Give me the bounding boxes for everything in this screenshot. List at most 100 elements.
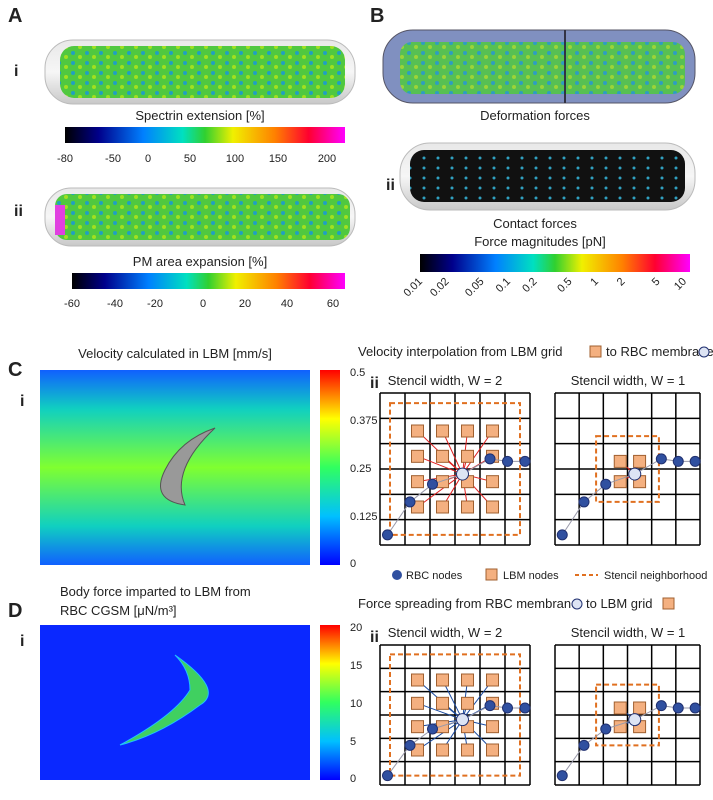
- link: [417, 455, 463, 475]
- membrane: [561, 745, 585, 776]
- label: Stencil width, W = 1: [571, 373, 686, 388]
- lbm-node: [486, 500, 499, 514]
- link: [462, 430, 493, 475]
- label: RBC nodes: [406, 570, 463, 582]
- rbc: [160, 427, 216, 506]
- rbc-icon: [571, 598, 583, 610]
- label: 0.02: [428, 276, 452, 300]
- rbc-node: [689, 702, 701, 714]
- lbm-node: [613, 454, 627, 468]
- label: Force spreading from RBC membrane: [358, 596, 578, 611]
- label: to LBM grid: [586, 596, 652, 611]
- cells: [400, 42, 685, 94]
- label: 0.1: [494, 276, 513, 295]
- lbm-node: [411, 424, 424, 438]
- label: Velocity calculated in LBM [mm/s]: [78, 346, 272, 361]
- lbm-node: [411, 696, 424, 710]
- label: 2: [615, 276, 628, 289]
- label: i: [20, 633, 24, 650]
- label: -60: [64, 298, 80, 310]
- label: B: [370, 5, 384, 27]
- colorbar: [72, 273, 345, 289]
- link: [442, 430, 463, 475]
- label: 0.01: [401, 276, 425, 300]
- label: Deformation forces: [480, 108, 590, 123]
- lbm-icon: [662, 597, 675, 610]
- rbc-node: [502, 455, 513, 467]
- lbm-node: [461, 696, 474, 710]
- lbm-node: [461, 500, 474, 514]
- lbm-node: [461, 424, 474, 438]
- label: Stencil width, W = 1: [571, 625, 686, 640]
- label: -20: [147, 298, 163, 310]
- lbm-node: [436, 696, 449, 710]
- label: i: [20, 393, 24, 410]
- rbc-node: [427, 723, 438, 735]
- lbm-node: [486, 475, 499, 489]
- label: Force magnitudes [pN]: [474, 234, 606, 249]
- cells: [55, 194, 350, 240]
- lbm-node: [436, 720, 449, 734]
- lbm-node: [461, 449, 474, 463]
- colorbar: [420, 254, 690, 272]
- label: 1: [588, 276, 601, 289]
- rbc-node: [628, 467, 642, 481]
- lbm-node: [411, 449, 424, 463]
- lbm-node: [436, 500, 449, 514]
- stencil: [595, 683, 660, 747]
- label: -50: [105, 153, 121, 165]
- label: 0: [350, 558, 356, 570]
- label: 0.5: [350, 367, 365, 379]
- lbm-node: [411, 720, 424, 734]
- label: 200: [318, 153, 336, 165]
- rbc-node: [689, 455, 701, 467]
- label: 150: [269, 153, 287, 165]
- rbc-node: [672, 702, 684, 714]
- label: i: [14, 63, 18, 80]
- lbm-node: [411, 475, 424, 489]
- label: 0.125: [350, 511, 378, 523]
- link: [417, 719, 463, 751]
- label: Contact forces: [493, 216, 577, 231]
- highlight: [55, 205, 65, 235]
- lbm-node: [486, 743, 499, 757]
- rbc-node: [628, 713, 642, 727]
- label: PM area expansion [%]: [133, 254, 267, 269]
- label: 0.05: [463, 276, 487, 300]
- label: 15: [350, 660, 362, 672]
- rbc-node: [519, 702, 531, 714]
- stencil: [389, 402, 521, 536]
- label: 20: [350, 622, 362, 634]
- label: 60: [327, 298, 339, 310]
- lbm-node: [486, 673, 499, 687]
- label: 0: [350, 773, 356, 785]
- stencil: [595, 435, 660, 503]
- lbm-node: [633, 701, 647, 715]
- legend-rbc: [392, 570, 402, 580]
- lbm-node: [486, 720, 499, 734]
- label: 5: [650, 276, 663, 289]
- rbc-node: [404, 739, 416, 751]
- lbm-node: [436, 424, 449, 438]
- rbc-node: [502, 702, 513, 714]
- rbc: [119, 654, 209, 746]
- lbm-node: [486, 424, 499, 438]
- link: [462, 679, 493, 720]
- lbm-node: [461, 673, 474, 687]
- label: ii: [14, 203, 23, 220]
- label: 50: [184, 153, 196, 165]
- label: Velocity interpolation from LBM grid: [358, 344, 562, 359]
- label: ii: [370, 629, 379, 646]
- label: ii: [386, 177, 395, 194]
- membrane: [387, 745, 411, 776]
- label: Stencil width, W = 2: [388, 625, 503, 640]
- lbm-node: [436, 743, 449, 757]
- rbc-node: [484, 700, 496, 712]
- membrane: [561, 501, 585, 536]
- label: LBM nodes: [503, 570, 559, 582]
- cells: [410, 150, 685, 202]
- rbc-node: [404, 496, 416, 508]
- label: -40: [107, 298, 123, 310]
- label: 5: [350, 736, 356, 748]
